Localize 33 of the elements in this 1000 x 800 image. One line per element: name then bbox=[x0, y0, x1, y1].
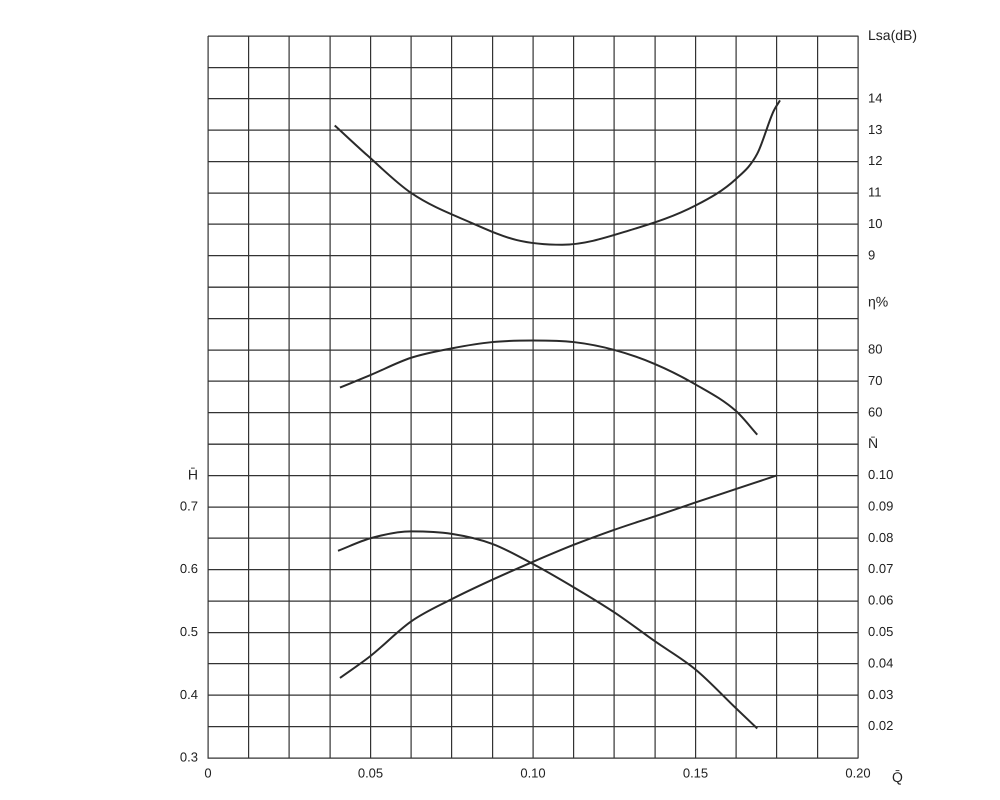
y-tick-label: 80 bbox=[868, 341, 882, 356]
x-tick-label: 0.15 bbox=[682, 765, 708, 780]
y-tick-label: 60 bbox=[868, 404, 882, 420]
y2-tick-label: 0.03 bbox=[868, 686, 894, 702]
x-tick-label: 0.05 bbox=[358, 765, 384, 780]
x-tick-label: 0.20 bbox=[845, 765, 871, 780]
y2-tick-label: 0.06 bbox=[868, 592, 894, 608]
y2-tick-label: 0.05 bbox=[868, 624, 894, 640]
y2-tick-label: 0.08 bbox=[868, 530, 894, 545]
y2-axis-title: N̄ bbox=[868, 434, 878, 451]
y-tick-label: 12 bbox=[868, 153, 882, 168]
y-tick-label: 0.3 bbox=[180, 750, 198, 765]
y-tick-label: 70 bbox=[868, 372, 882, 388]
x-axis-title: Q̄ bbox=[892, 768, 903, 785]
y-tick-label: 9 bbox=[868, 247, 876, 262]
y2-tick-label: 0.10 bbox=[868, 467, 894, 482]
y-tick-label: 0.7 bbox=[180, 498, 198, 514]
x-tick-label: 0 bbox=[204, 765, 212, 780]
y-tick-label: 0.5 bbox=[180, 624, 198, 640]
y2-tick-label: 0.04 bbox=[868, 655, 894, 670]
y-axis-title: Lsa(dB) bbox=[868, 26, 918, 43]
y2-tick-label: 0.02 bbox=[868, 718, 894, 734]
y2-tick-label: 0.09 bbox=[868, 498, 894, 514]
y-tick-label: 14 bbox=[868, 90, 882, 106]
y-axis-title: η% bbox=[868, 294, 888, 310]
y-tick-label: 0.6 bbox=[180, 561, 198, 576]
y-tick-label: 11 bbox=[868, 184, 882, 200]
y2-tick-label: 0.07 bbox=[868, 561, 894, 576]
y-tick-label: 13 bbox=[868, 122, 882, 137]
x-tick-label: 0.10 bbox=[520, 765, 546, 780]
y-tick-label: 10 bbox=[868, 216, 882, 231]
y-axis-title: H̄ bbox=[188, 466, 198, 482]
y-tick-label: 0.4 bbox=[180, 686, 198, 702]
